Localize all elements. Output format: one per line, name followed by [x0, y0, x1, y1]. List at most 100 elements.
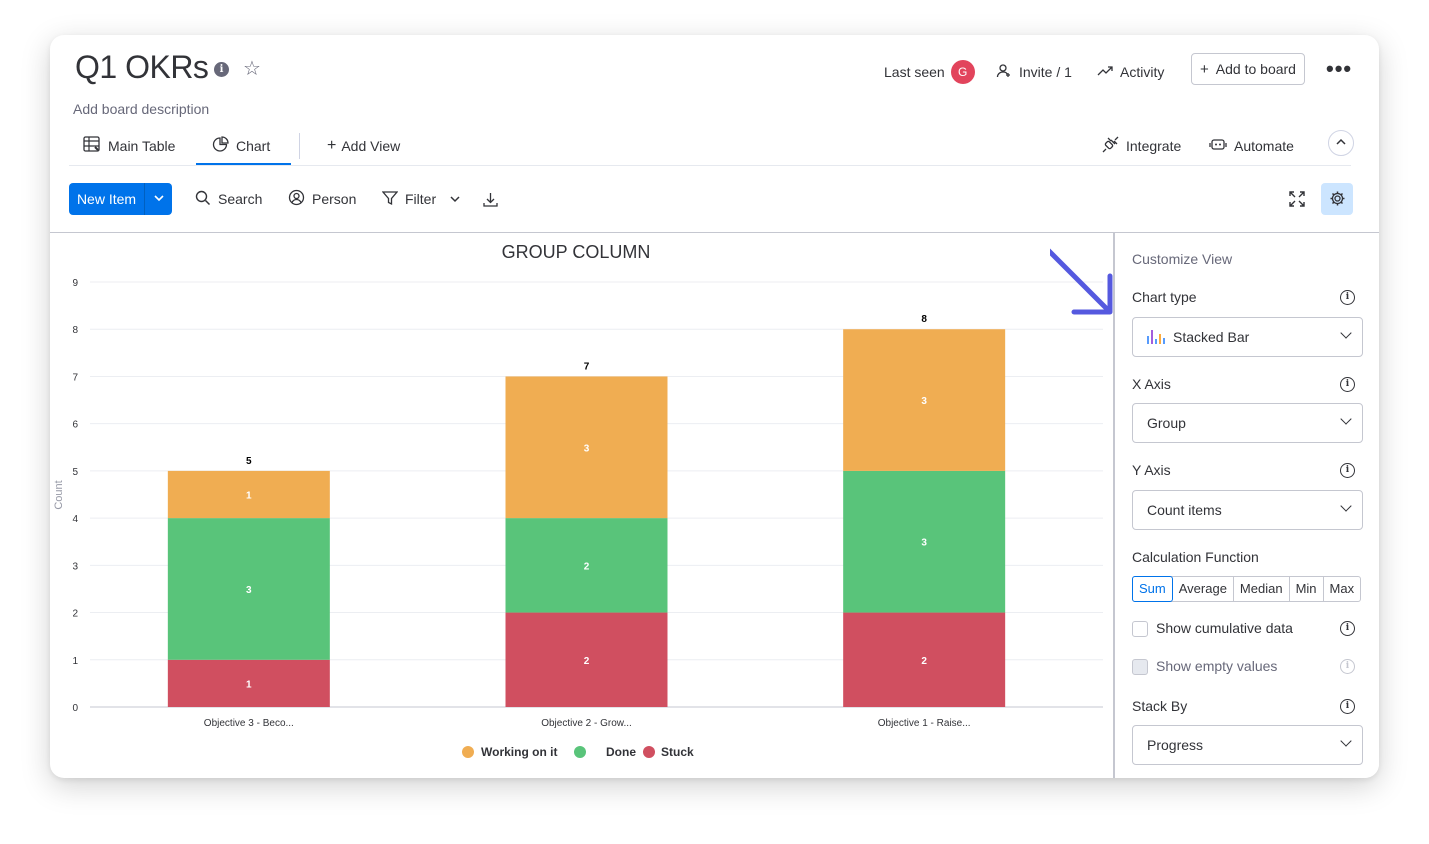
settings-button[interactable] — [1321, 183, 1353, 215]
bar-segment-working-on-it — [505, 376, 668, 519]
new-item-button[interactable]: New Item — [69, 183, 172, 215]
add-view-button[interactable]: + Add View — [327, 130, 400, 162]
filter-button[interactable]: Filter — [381, 183, 437, 215]
empty-values-checkbox — [1132, 659, 1148, 675]
cumulative-label: Show cumulative data — [1156, 620, 1293, 636]
segment-value-label: 1 — [246, 679, 252, 690]
person-label: Person — [312, 191, 357, 207]
new-item-label[interactable]: New Item — [69, 183, 145, 215]
empty-values-label: Show empty values — [1156, 658, 1278, 674]
x-tick-label: Objective 1 - Raise... — [878, 718, 971, 729]
collapse-header-button[interactable] — [1328, 130, 1354, 156]
last-seen[interactable]: Last seen G — [884, 57, 975, 87]
segment-value-label: 3 — [921, 538, 927, 549]
trend-icon — [1097, 63, 1113, 82]
info-icon[interactable]: i — [1340, 290, 1355, 305]
bar-total-label: 5 — [246, 456, 252, 467]
tabs-divider — [69, 165, 1351, 166]
add-to-board-button[interactable]: + Add to board — [1191, 53, 1305, 85]
segment-value-label: 2 — [584, 561, 590, 572]
automate-button[interactable]: Automate — [1209, 130, 1294, 162]
plus-icon: + — [327, 137, 337, 154]
x-axis-label: X Axis — [1132, 376, 1171, 392]
tab-chart-label: Chart — [236, 138, 271, 154]
chevron-down-icon — [450, 195, 460, 202]
person-filter-button[interactable]: Person — [288, 183, 356, 215]
calc-option-max[interactable]: Max — [1329, 581, 1355, 596]
x-tick-label: Objective 2 - Grow... — [541, 718, 632, 729]
invite-button[interactable]: Invite / 1 — [996, 57, 1072, 87]
star-icon[interactable]: ☆ — [243, 58, 261, 80]
y-tick-label: 4 — [72, 514, 78, 525]
board-description[interactable]: Add board description — [73, 101, 210, 117]
info-icon[interactable]: i — [214, 62, 229, 77]
plug-icon — [1102, 136, 1119, 156]
chevron-down-icon — [1340, 327, 1352, 339]
integrate-button[interactable]: Integrate — [1102, 130, 1181, 162]
panel-title: Customize View — [1132, 251, 1233, 267]
info-icon[interactable]: i — [1340, 377, 1355, 392]
info-icon[interactable]: i — [1340, 463, 1355, 478]
chart-title: GROUP COLUMN — [502, 242, 651, 262]
y-tick-label: 1 — [72, 656, 78, 667]
chevron-down-icon[interactable] — [145, 183, 172, 215]
x-axis-value: Group — [1147, 415, 1186, 431]
integrate-label: Integrate — [1126, 138, 1182, 154]
bar-segment-done — [505, 518, 668, 613]
y-axis-select[interactable]: Count items — [1132, 490, 1363, 530]
person-add-icon — [996, 63, 1012, 82]
download-icon — [483, 192, 498, 207]
legend-marker — [574, 746, 586, 758]
calc-option-min[interactable]: Min — [1290, 577, 1324, 601]
board-title[interactable]: Q1 OKRs — [75, 49, 209, 85]
search-button[interactable]: Search — [195, 183, 262, 215]
y-tick-label: 0 — [72, 703, 78, 714]
add-view-label: Add View — [341, 138, 401, 154]
calc-option-sum[interactable]: Sum — [1132, 576, 1173, 602]
last-seen-label: Last seen — [884, 64, 945, 80]
legend-label: Stuck — [661, 745, 694, 759]
person-icon — [288, 189, 305, 209]
search-label: Search — [218, 191, 263, 207]
calc-option-average[interactable]: Average — [1173, 577, 1234, 601]
activity-button[interactable]: Activity — [1097, 57, 1164, 87]
tab-main-table-label: Main Table — [108, 138, 176, 154]
calc-option-median[interactable]: Median — [1234, 577, 1290, 601]
calculation-function-label: Calculation Function — [1132, 549, 1259, 565]
info-icon[interactable]: i — [1340, 699, 1355, 714]
stack-by-select[interactable]: Progress — [1132, 725, 1363, 765]
chart-type-select[interactable]: Stacked Bar — [1132, 317, 1363, 357]
y-axis-label: Y Axis — [1132, 462, 1171, 478]
more-options-icon[interactable]: ••• — [1326, 56, 1353, 81]
info-icon: i — [1340, 659, 1355, 674]
tab-chart[interactable]: Chart — [196, 130, 291, 162]
y-tick-label: 7 — [72, 372, 78, 383]
avatar[interactable]: G — [950, 60, 975, 84]
y-tick-label: 8 — [72, 325, 78, 336]
y-axis-label: Count — [53, 480, 65, 509]
tab-main-table[interactable]: Main Table — [83, 130, 175, 162]
add-to-board-label: Add to board — [1215, 61, 1296, 77]
stack-by-label: Stack By — [1132, 698, 1188, 714]
segment-value-label: 3 — [584, 443, 590, 454]
customize-view-panel: Customize View Chart type i Stacked Bar … — [1113, 233, 1379, 778]
chart-area: GROUP COLUMN Count 0 1 2 3 4 5 6 7 8 9 1 3 1 5 Objective… — [50, 233, 1113, 778]
fullscreen-button[interactable] — [1288, 183, 1306, 215]
filter-label: Filter — [405, 191, 437, 207]
info-icon[interactable]: i — [1340, 621, 1355, 636]
segment-value-label: 2 — [921, 656, 927, 667]
filter-dropdown-button[interactable] — [450, 183, 460, 215]
y-tick-label: 3 — [72, 561, 78, 572]
chevron-up-icon — [1336, 138, 1346, 145]
pie-chart-icon — [212, 136, 229, 156]
segment-value-label: 3 — [921, 396, 927, 407]
x-axis-select[interactable]: Group — [1132, 403, 1363, 443]
cumulative-checkbox[interactable] — [1132, 621, 1148, 637]
segment-value-label: 3 — [246, 585, 252, 596]
bar-segment-stuck — [843, 612, 1006, 707]
bar-total-label: 8 — [921, 314, 927, 325]
filter-icon — [381, 190, 399, 209]
plus-icon: + — [1200, 60, 1209, 78]
bar-segment-working-on-it — [843, 329, 1006, 471]
download-button[interactable] — [482, 183, 499, 215]
